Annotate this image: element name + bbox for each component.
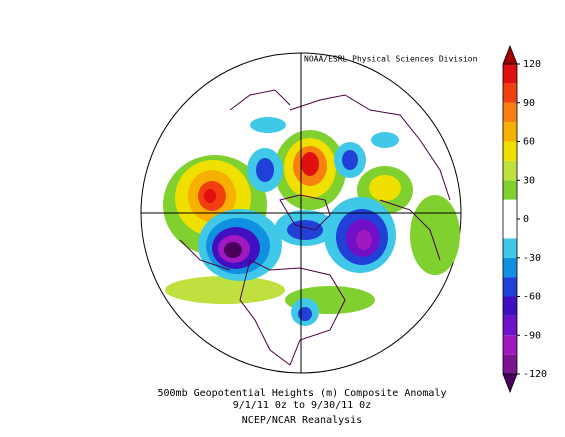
colorbar-over: [502, 44, 518, 65]
colorbar: 120 90 60 30 0 -30 -60 -90 -120: [502, 44, 547, 394]
colorbar-band: [503, 199, 517, 219]
colorbar-tick-label: -30: [523, 253, 541, 264]
anomaly-fields: [163, 117, 460, 326]
colorbar-band: [503, 238, 517, 258]
colorbar-band: [503, 296, 517, 316]
colorbar-band: [503, 257, 517, 278]
colorbar-band: [503, 180, 517, 200]
colorbar-tick-label: 60: [523, 137, 535, 148]
map-title: 500mb Geopotential Heights (m) Composite…: [158, 388, 447, 399]
colorbar-band: [503, 315, 517, 336]
colorbar-band: [503, 64, 517, 84]
map: NOAA/ESRL Physical Sciences Division: [140, 52, 478, 374]
colorbar-band: [503, 219, 517, 239]
colorbar-tick-label: -60: [523, 292, 541, 303]
colorbar-tick-label: 90: [523, 98, 535, 109]
map-source: NCEP/NCAR Reanalysis: [242, 415, 362, 426]
colorbar-tick-label: -120: [523, 369, 547, 380]
colorbar-tick-label: 0: [523, 214, 529, 225]
colorbar-band: [503, 122, 517, 142]
colorbar-under: [502, 373, 518, 394]
colorbar-band: [503, 102, 517, 123]
colorbar-band: [503, 277, 517, 297]
colorbar-tick-label: 120: [523, 59, 541, 70]
credit: NOAA/ESRL Physical Sciences Division: [304, 55, 478, 64]
colorbar-tick-label: 30: [523, 175, 535, 186]
colorbar-band: [503, 83, 517, 103]
colorbar-band: [503, 335, 517, 355]
coastlines: [179, 89, 451, 366]
colorbar-band: [503, 354, 517, 374]
colorbar-tick-label: -90: [523, 330, 541, 341]
colorbar-band: [503, 141, 517, 161]
colorbar-band: [503, 160, 517, 181]
map-period: 9/1/11 0z to 9/30/11 0z: [233, 400, 371, 411]
